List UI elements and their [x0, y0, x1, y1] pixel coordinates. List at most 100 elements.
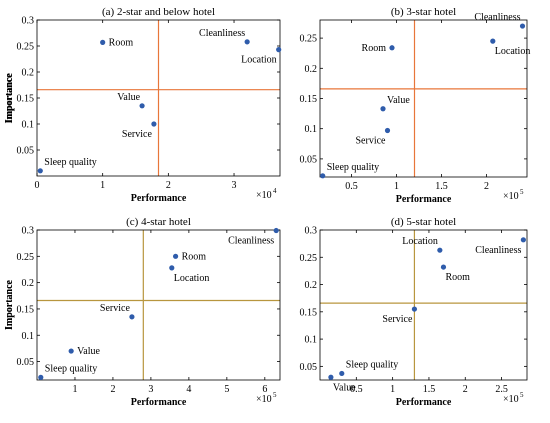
- x-axis-multiplier-exponent: 5: [520, 188, 524, 196]
- data-point-label: Service: [382, 314, 413, 325]
- y-tick-label: 0.1: [305, 124, 318, 135]
- x-axis-label: Performance: [131, 397, 187, 408]
- y-tick-label: 0.1: [305, 335, 318, 346]
- data-point-label: Service: [122, 129, 153, 140]
- data-point: [129, 314, 135, 320]
- y-tick-label: 0.2: [22, 68, 35, 79]
- plot-area-frame: [36, 229, 281, 381]
- data-point: [276, 47, 282, 53]
- data-point-label: Service: [356, 136, 387, 147]
- y-tick-label: 0.25: [17, 42, 35, 53]
- x-axis-label: Performance: [396, 194, 452, 205]
- data-point-label: Cleanliness: [474, 12, 520, 23]
- data-point: [151, 121, 157, 127]
- data-point: [328, 374, 334, 380]
- x-tick-label: 3: [232, 180, 237, 191]
- data-point: [339, 370, 345, 377]
- data-point: [68, 348, 74, 354]
- x-tick-label: 5: [224, 384, 229, 395]
- x-tick-label: 2: [463, 384, 468, 395]
- y-tick-label: 0.15: [17, 94, 35, 105]
- chart-title: (c) 4-star hotel: [126, 216, 191, 228]
- y-tick-label: 0.3: [22, 226, 35, 237]
- y-tick-label: 0.15: [17, 304, 35, 315]
- x-axis-multiplier: ×10: [503, 394, 519, 405]
- data-point-label: Sleep quality: [346, 359, 399, 370]
- y-tick-label: 0.1: [22, 120, 35, 131]
- data-point: [320, 173, 326, 179]
- y-tick-label: 0.3: [305, 226, 318, 237]
- data-point-label: Cleanliness: [199, 28, 245, 39]
- x-axis-multiplier-exponent: 4: [273, 187, 277, 195]
- data-point: [440, 264, 447, 270]
- y-axis-label: Importance: [4, 73, 15, 124]
- data-point: [384, 127, 391, 134]
- y-tick-label: 0.15: [300, 94, 318, 105]
- y-tick-label: 0.2: [305, 280, 318, 291]
- x-tick-label: 1.5: [435, 181, 448, 192]
- data-point: [389, 45, 395, 51]
- data-point: [100, 39, 106, 45]
- data-point-label: Sleep quality: [44, 157, 97, 168]
- y-tick-label: 0.25: [300, 253, 318, 264]
- data-point: [520, 237, 526, 243]
- data-point-label: Room: [445, 272, 470, 283]
- data-point: [169, 265, 175, 271]
- data-point: [37, 168, 43, 174]
- x-tick-label: 2: [484, 181, 489, 192]
- x-axis-label: Performance: [396, 397, 452, 408]
- plot-area-frame: [319, 19, 528, 178]
- chart-title: (a) 2-star and below hotel: [102, 6, 215, 18]
- y-axis-label: Importance: [4, 72, 15, 123]
- y-axis-label: Importance: [4, 279, 15, 330]
- data-point-label: Room: [362, 43, 387, 54]
- y-tick-label: 0.05: [17, 357, 35, 368]
- data-point: [437, 247, 443, 253]
- x-tick-label: 3: [148, 384, 153, 395]
- y-tick-label: 0.3: [22, 16, 35, 27]
- data-point: [244, 39, 250, 45]
- data-point: [380, 106, 386, 112]
- data-point-label: Value: [387, 95, 410, 106]
- x-axis-label: Performance: [131, 193, 187, 204]
- x-tick-label: 2: [110, 384, 115, 395]
- plot-area-frame: [319, 229, 528, 381]
- data-point: [411, 306, 418, 312]
- y-tick-label: 0.2: [305, 64, 318, 75]
- x-tick-label: 1: [394, 181, 399, 192]
- x-tick-label: 1: [390, 384, 395, 395]
- y-tick-label: 0.25: [300, 34, 318, 45]
- data-point: [273, 227, 279, 234]
- x-tick-label: 4: [186, 384, 191, 395]
- y-tick-label: 0.25: [17, 252, 35, 263]
- data-point-label: Value: [333, 382, 356, 393]
- data-point-label: Service: [100, 303, 131, 314]
- x-tick-label: 1.5: [423, 384, 436, 395]
- x-axis-multiplier: ×10: [256, 394, 272, 405]
- data-point-label: Location: [402, 236, 438, 247]
- data-point-label: Cleanliness: [228, 236, 274, 247]
- x-tick-label: 6: [262, 384, 267, 395]
- data-point: [172, 253, 179, 259]
- x-tick-label: 2.5: [495, 384, 508, 395]
- data-point-label: Room: [109, 37, 134, 48]
- data-point: [139, 103, 145, 109]
- x-tick-label: 2: [166, 180, 171, 191]
- y-tick-label: 0.05: [17, 146, 35, 157]
- data-point-label: Sleep quality: [45, 363, 98, 374]
- data-point: [519, 23, 526, 29]
- data-point-label: Value: [77, 346, 100, 357]
- data-point-label: Sleep quality: [327, 162, 380, 173]
- x-tick-label: 0.5: [345, 181, 358, 192]
- data-point-label: Room: [182, 251, 207, 262]
- data-point-label: Location: [495, 46, 531, 57]
- data-point-label: Cleanliness: [475, 245, 521, 256]
- data-point: [38, 374, 44, 380]
- y-tick-label: 0.1: [22, 331, 35, 342]
- y-axis-label: Importance: [4, 279, 15, 330]
- data-point: [490, 38, 496, 44]
